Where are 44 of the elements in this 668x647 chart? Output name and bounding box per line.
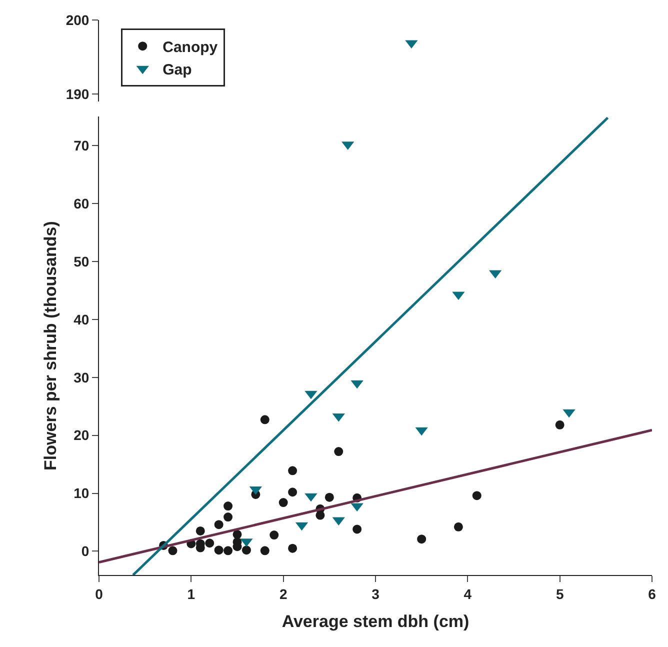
y-tick-label: 0: [81, 543, 90, 560]
y-tick-label: 10: [74, 485, 90, 502]
y-axis-title: Flowers per shrub (thousands): [41, 221, 60, 470]
x-tick-label: 2: [279, 586, 288, 602]
point: [242, 546, 251, 555]
x-tick-label: 5: [556, 586, 564, 602]
y-tick-label: 200: [66, 12, 90, 28]
point: [352, 524, 362, 534]
point: [270, 530, 279, 540]
x-tick-label: 6: [648, 586, 656, 602]
point: [214, 520, 224, 530]
y-tick-label: 40: [74, 311, 90, 328]
point: [260, 546, 270, 556]
legend-label: Canopy: [162, 38, 218, 56]
point: [224, 502, 233, 511]
point: [555, 420, 564, 430]
point: [417, 534, 426, 544]
point: [214, 546, 224, 555]
point: [224, 512, 233, 522]
x-tick-label: 3: [372, 586, 380, 602]
point: [196, 526, 205, 536]
x-tick-label: 0: [95, 586, 104, 602]
x-axis-title: Average stem dbh (cm): [282, 612, 470, 632]
point: [288, 544, 298, 553]
point: [168, 546, 178, 556]
y-tick-label: 20: [74, 427, 90, 444]
point: [472, 491, 482, 500]
point: [288, 488, 298, 497]
y-tick-label: 30: [74, 369, 90, 386]
point: [260, 415, 270, 424]
legend-label: Gap: [162, 61, 192, 78]
point: [278, 498, 288, 508]
y-tick-label: 60: [74, 195, 90, 212]
point: [454, 522, 463, 532]
point: [324, 492, 334, 502]
point: [288, 466, 298, 476]
point: [334, 447, 344, 456]
x-tick-label: 4: [464, 586, 472, 602]
point: [205, 538, 214, 548]
point: [224, 546, 233, 556]
y-tick-label: 190: [66, 86, 90, 102]
y-tick-label: 50: [74, 253, 90, 270]
x-tick-label: 1: [187, 586, 196, 602]
y-tick-label: 70: [74, 137, 90, 154]
